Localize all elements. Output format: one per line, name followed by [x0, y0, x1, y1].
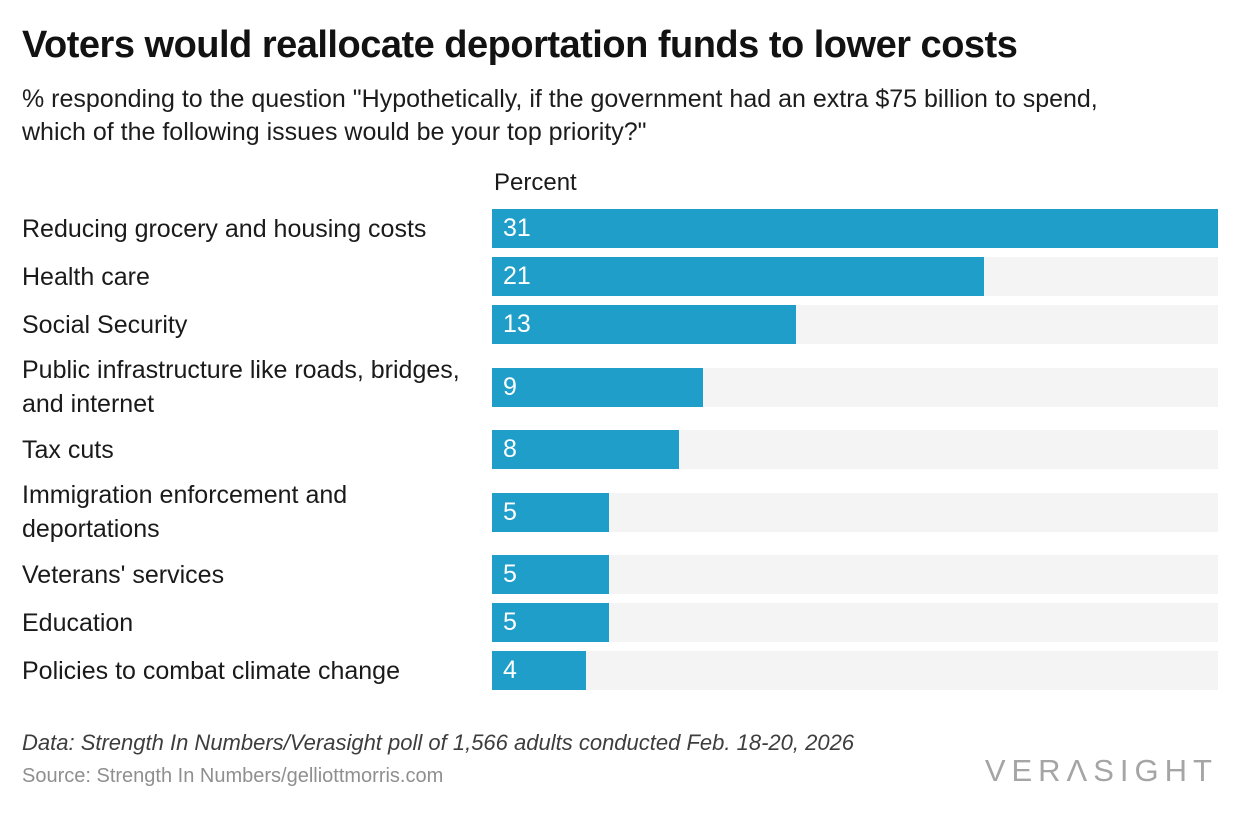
table-row: Public infrastructure like roads, bridge…	[22, 353, 1218, 421]
value-label: 5	[503, 497, 517, 526]
footer-notes: Data: Strength In Numbers/Verasight poll…	[22, 730, 854, 788]
source-note: Source: Strength In Numbers/gelliottmorr…	[22, 765, 444, 787]
subtitle-line-1: % responding to the question "Hypothetic…	[22, 85, 1098, 113]
value-axis-header: Percent	[494, 169, 577, 196]
subtitle-line-2: which of the following issues would be y…	[22, 118, 647, 146]
bar: 4	[492, 651, 586, 690]
verasight-logo: VERΛSIGHT	[984, 753, 1218, 788]
table-row: Immigration enforcement and deportations…	[22, 478, 1218, 546]
bar-track: 5	[492, 492, 1218, 532]
bar-rows: Reducing grocery and housing costs 31 Heal…	[22, 209, 1218, 690]
bar: 9	[492, 367, 703, 407]
value-label: 9	[503, 372, 517, 401]
bar: 21	[492, 257, 984, 296]
value-label: 8	[503, 435, 517, 463]
subtitle: % responding to the question "Hypothetic…	[22, 83, 1218, 149]
table-row: Tax cuts 8	[22, 430, 1218, 469]
bar: 5	[492, 555, 610, 594]
value-label: 4	[503, 656, 517, 684]
page-title: Voters would reallocate deportation fund…	[22, 24, 1018, 66]
bar-track: 31	[492, 209, 1218, 248]
table-row: Veterans' services 5	[22, 555, 1218, 594]
category-label: Reducing grocery and housing costs	[22, 214, 427, 243]
table-row: Reducing grocery and housing costs 31	[22, 209, 1218, 248]
table-row: Education 5	[22, 603, 1218, 642]
footer: Data: Strength In Numbers/Verasight poll…	[22, 730, 1218, 788]
value-label: 13	[503, 310, 531, 338]
category-label: Policies to combat climate change	[22, 656, 400, 685]
bar: 5	[492, 492, 610, 532]
bar-track: 5	[492, 555, 1218, 594]
bar-chart: Percent Reducing grocery and housing cos…	[22, 169, 1218, 690]
value-label: 31	[503, 214, 531, 242]
bar: 5	[492, 603, 610, 642]
bar-track: 4	[492, 651, 1218, 690]
bar-track: 8	[492, 430, 1218, 469]
value-label: 5	[503, 608, 517, 636]
table-row: Social Security 13	[22, 305, 1218, 344]
category-label: Immigration enforcement and deportations	[22, 481, 348, 543]
category-label: Social Security	[22, 310, 188, 339]
table-row: Health care 21	[22, 257, 1218, 296]
data-note: Data: Strength In Numbers/Verasight poll…	[22, 730, 855, 755]
category-label: Public infrastructure like roads, bridge…	[22, 356, 460, 418]
value-label: 5	[503, 560, 517, 588]
bar-track: 21	[492, 257, 1218, 296]
bar: 8	[492, 430, 680, 469]
category-label: Education	[22, 608, 134, 637]
bar-track: 13	[492, 305, 1218, 344]
bar-track: 9	[492, 367, 1218, 407]
value-label: 21	[503, 262, 531, 290]
category-label: Tax cuts	[22, 435, 114, 464]
bar: 31	[492, 209, 1218, 248]
category-label: Health care	[22, 262, 150, 291]
bar: 13	[492, 305, 797, 344]
table-row: Policies to combat climate change 4	[22, 651, 1218, 690]
category-label: Veterans' services	[22, 560, 225, 589]
bar-track: 5	[492, 603, 1218, 642]
